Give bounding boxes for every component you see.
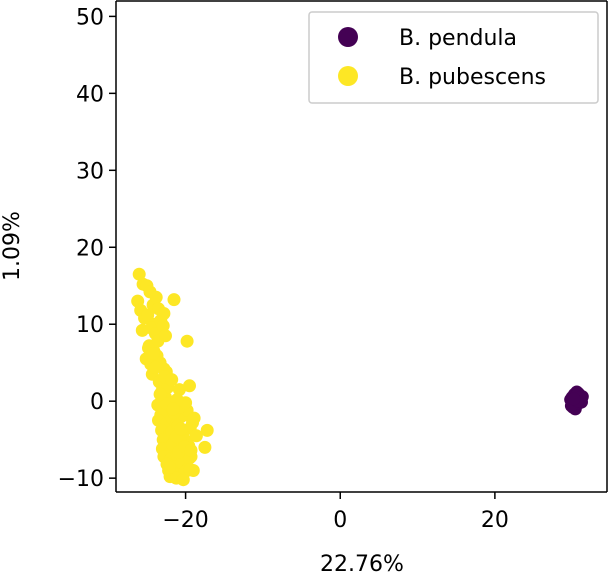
x-ticks: −20 0 20 xyxy=(162,492,509,533)
axes-layer xyxy=(115,0,608,493)
point-b-pubescens xyxy=(165,373,179,387)
y-tick-label: 10 xyxy=(76,313,104,338)
point-b-pubescens xyxy=(189,429,203,443)
point-b-pubescens xyxy=(146,347,160,360)
point-b-pubescens xyxy=(176,473,190,487)
point-b-pendula xyxy=(567,392,581,406)
legend-marker-b-pubescens xyxy=(338,66,358,86)
point-b-pubescens xyxy=(200,423,214,437)
point-b-pubescens xyxy=(132,267,146,281)
legend: B. pendula B. pubescens xyxy=(308,11,599,104)
point-b-pubescens xyxy=(180,334,194,348)
point-b-pubescens xyxy=(167,293,181,307)
y-tick-label: 40 xyxy=(76,82,104,107)
point-b-pubescens xyxy=(172,383,186,397)
point-b-pubescens xyxy=(184,443,198,457)
y-tick-label: −10 xyxy=(58,467,104,492)
legend-marker-b-pendula xyxy=(338,27,358,47)
x-tick-label: 20 xyxy=(481,508,509,533)
y-axis-title: 1.09% xyxy=(0,211,25,281)
legend-label-b-pubescens: B. pubescens xyxy=(399,65,546,90)
y-tick-label: 20 xyxy=(76,236,104,261)
y-ticks: −10 0 10 20 30 40 50 xyxy=(58,5,116,492)
x-tick-label: 0 xyxy=(333,508,347,533)
legend-frame xyxy=(308,11,599,104)
point-b-pubescens xyxy=(183,463,197,477)
point-b-pubescens xyxy=(166,402,180,416)
point-b-pubescens xyxy=(159,329,172,343)
x-axis-title: 22.76% xyxy=(320,552,404,577)
point-b-pubescens xyxy=(153,387,167,401)
x-tick-label: −20 xyxy=(162,508,208,533)
points-layer xyxy=(131,267,589,487)
point-b-pubescens xyxy=(148,360,162,374)
point-b-pubescens xyxy=(174,422,188,436)
point-b-pubescens xyxy=(157,307,171,320)
legend-label-b-pendula: B. pendula xyxy=(399,26,517,51)
y-tick-label: 50 xyxy=(76,5,104,30)
point-b-pubescens xyxy=(156,319,170,333)
y-tick-label: 0 xyxy=(90,390,104,415)
point-b-pubescens xyxy=(198,440,212,454)
point-b-pubescens xyxy=(187,411,201,425)
point-b-pubescens xyxy=(183,379,196,393)
point-b-pubescens xyxy=(149,290,163,304)
point-b-pubescens xyxy=(141,308,155,322)
point-b-pubescens xyxy=(162,460,176,474)
y-tick-label: 30 xyxy=(76,159,104,184)
